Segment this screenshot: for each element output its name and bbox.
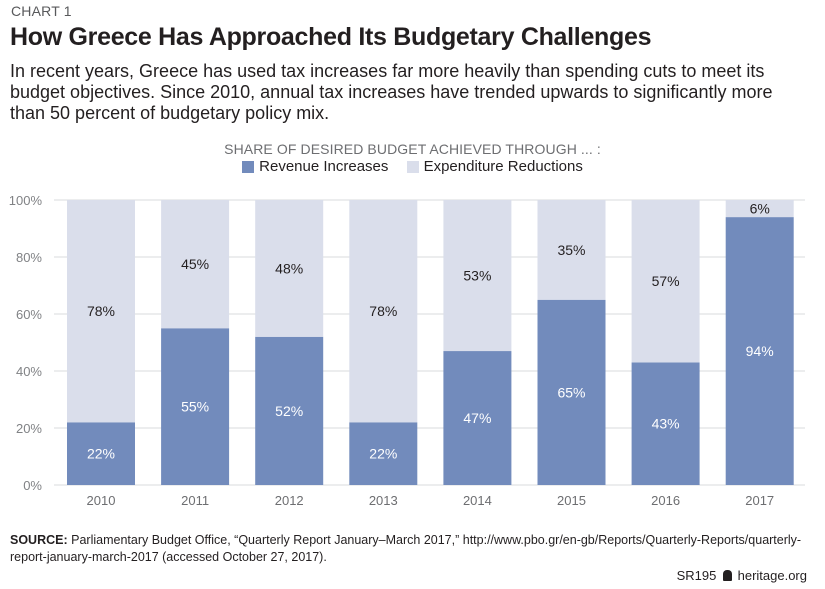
liberty-bell-icon [722,570,732,581]
legend-swatch-expenditure [406,160,419,173]
bar-revenue-increases [725,217,794,485]
x-axis: 2010 2011 2012 2013 2014 2015 2016 2017 [87,493,775,508]
bar-expenditure-reductions [349,200,418,423]
bar-revenue-increases [67,422,135,485]
x-tick-label: 2011 [181,493,209,508]
data-label-expenditure: 78% [369,303,397,319]
data-label-expenditure: 57% [652,273,680,289]
x-tick-label: 2012 [275,493,304,508]
bar-expenditure-reductions [255,200,324,337]
bars [67,200,794,485]
data-labels: 22% 78% 55% 45% 52% 48% 22% 78% 47% 53% 65% 35% 43% 5… [87,201,774,462]
bar-expenditure-reductions [443,200,512,352]
data-label-expenditure: 35% [557,242,585,258]
x-tick-label: 2010 [87,493,116,508]
data-label-expenditure: 48% [275,260,303,276]
bar-revenue-increases [631,362,700,485]
bar-revenue-increases [443,351,512,485]
y-axis: 0% 20% 40% 60% 80% 100% [9,193,43,493]
x-tick-label: 2015 [557,493,586,508]
legend-label-revenue: Revenue Increases [259,158,389,175]
footer: SR195 heritage.org [677,568,807,583]
x-tick-label: 2017 [745,493,774,508]
y-tick-label: 100% [9,193,43,208]
y-tick-label: 40% [16,364,42,379]
bar-revenue-increases [537,299,606,485]
data-label-revenue: 47% [463,410,491,426]
bar-expenditure-reductions [67,200,135,423]
bar-revenue-increases [255,336,324,485]
legend: Revenue Increases Expenditure Reductions [0,158,825,177]
bar-expenditure-reductions [537,200,606,300]
data-label-expenditure: 6% [750,201,770,217]
y-tick-label: 80% [16,250,42,265]
legend-item-expenditure: Expenditure Reductions [406,158,583,175]
bar-revenue-increases [349,422,418,485]
y-tick-label: 0% [23,478,42,493]
stacked-bar-chart: 22% 78% 55% 45% 52% 48% 22% 78% 47% 53% 65% 35% 43% 5… [9,193,805,508]
data-label-revenue: 55% [181,399,209,415]
data-label-revenue: 94% [746,343,774,359]
bar-revenue-increases [161,328,230,485]
legend-swatch-revenue [242,160,255,173]
data-label-revenue: 43% [652,416,680,432]
data-label-revenue: 52% [275,403,303,419]
legend-title: SHARE OF DESIRED BUDGET ACHIEVED THROUGH… [224,141,601,157]
legend-item-revenue: Revenue Increases [242,158,388,175]
chart-title: How Greece Has Approached Its Budgetary … [10,23,652,51]
source-note: SOURCE: Parliamentary Budget Office, “Qu… [10,532,815,566]
site-link[interactable]: heritage.org [737,568,807,583]
data-label-expenditure: 78% [87,303,115,319]
source-label: SOURCE: [10,533,68,547]
y-tick-label: 60% [16,307,42,322]
x-tick-label: 2013 [369,493,398,508]
bar-expenditure-reductions [725,200,794,218]
x-tick-label: 2016 [651,493,680,508]
report-id: SR195 [676,568,717,583]
bar-expenditure-reductions [631,200,700,363]
data-label-expenditure: 45% [181,256,209,272]
chart-subtitle: In recent years, Greece has used tax inc… [10,61,773,123]
data-label-revenue: 65% [557,384,585,400]
chart-kicker: CHART 1 [11,3,72,19]
bar-expenditure-reductions [161,200,230,329]
legend-label-expenditure: Expenditure Reductions [423,158,583,175]
source-text: Parliamentary Budget Office, “Quarterly … [10,533,802,564]
y-tick-label: 20% [16,421,42,436]
data-label-expenditure: 53% [463,268,491,284]
x-tick-label: 2014 [463,493,492,508]
data-label-revenue: 22% [87,446,115,462]
data-label-revenue: 22% [369,446,397,462]
